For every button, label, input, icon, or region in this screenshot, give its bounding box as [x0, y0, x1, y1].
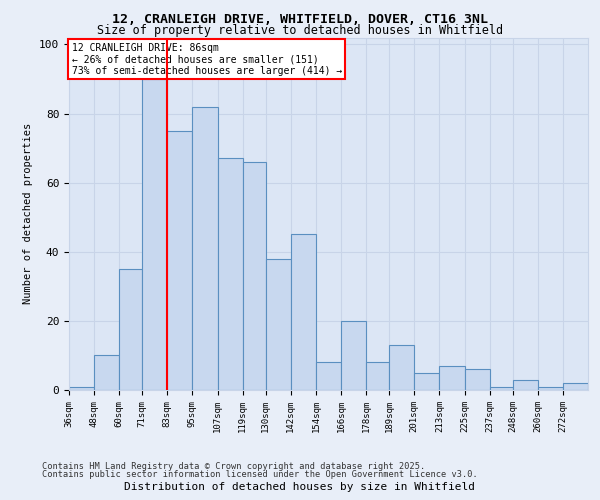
- Bar: [167, 131, 193, 390]
- Bar: [242, 162, 266, 390]
- Bar: [316, 362, 341, 390]
- Bar: [415, 372, 439, 390]
- Bar: [119, 269, 142, 390]
- Bar: [341, 321, 366, 390]
- Bar: [218, 158, 242, 390]
- Bar: [439, 366, 464, 390]
- Bar: [94, 356, 119, 390]
- Text: Contains public sector information licensed under the Open Government Licence v3: Contains public sector information licen…: [42, 470, 478, 479]
- Bar: [464, 370, 490, 390]
- Y-axis label: Number of detached properties: Number of detached properties: [23, 123, 34, 304]
- Bar: [563, 383, 588, 390]
- Bar: [69, 386, 94, 390]
- Text: 12 CRANLEIGH DRIVE: 86sqm
← 26% of detached houses are smaller (151)
73% of semi: 12 CRANLEIGH DRIVE: 86sqm ← 26% of detac…: [71, 43, 342, 76]
- Bar: [538, 386, 563, 390]
- Bar: [142, 79, 167, 390]
- Bar: [291, 234, 316, 390]
- Bar: [512, 380, 538, 390]
- Bar: [490, 386, 512, 390]
- Bar: [389, 345, 415, 390]
- Bar: [266, 258, 291, 390]
- Text: Size of property relative to detached houses in Whitfield: Size of property relative to detached ho…: [97, 24, 503, 37]
- Text: Distribution of detached houses by size in Whitfield: Distribution of detached houses by size …: [125, 482, 476, 492]
- Bar: [193, 106, 218, 390]
- Bar: [366, 362, 389, 390]
- Text: 12, CRANLEIGH DRIVE, WHITFIELD, DOVER, CT16 3NL: 12, CRANLEIGH DRIVE, WHITFIELD, DOVER, C…: [112, 13, 488, 26]
- Text: Contains HM Land Registry data © Crown copyright and database right 2025.: Contains HM Land Registry data © Crown c…: [42, 462, 425, 471]
